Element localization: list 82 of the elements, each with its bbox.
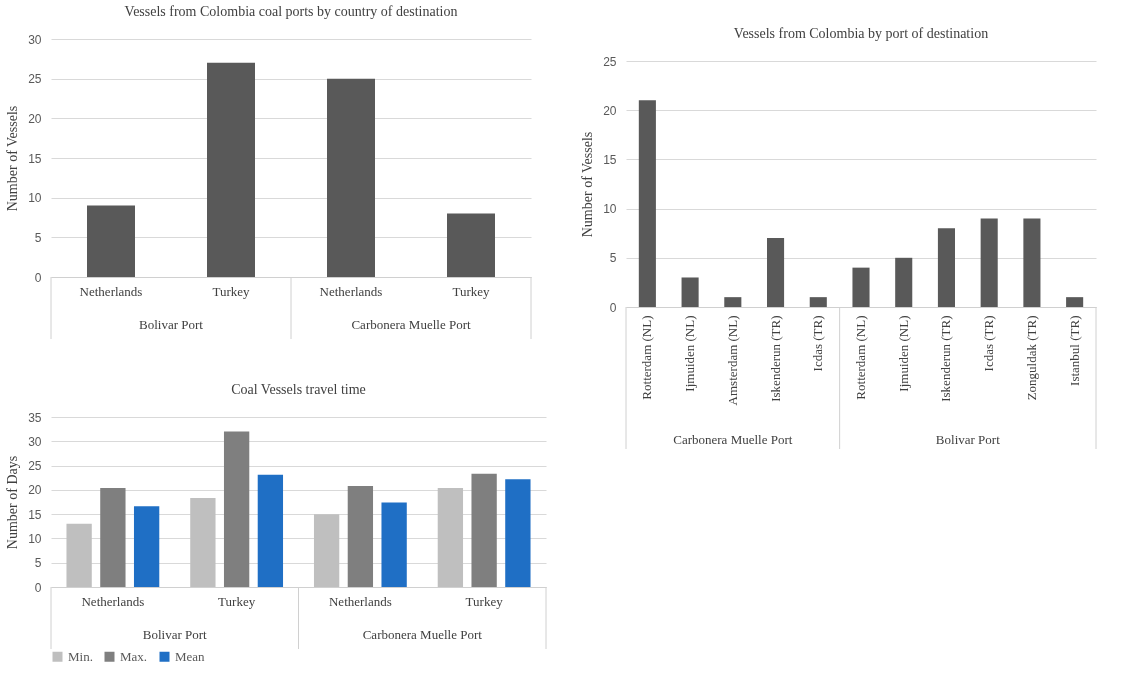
text: Bolivar Port	[935, 432, 1001, 447]
bar	[724, 297, 742, 307]
bar	[87, 205, 135, 277]
bar	[505, 479, 531, 587]
x-tick-label: Ijmuiden (NL)	[682, 315, 698, 392]
bar	[207, 62, 255, 277]
x-tick-label: Iskenderun (TR)	[938, 315, 954, 402]
x-tick-label: Rotterdam (NL)	[853, 315, 868, 400]
bar	[133, 506, 160, 587]
y-tick-label: 30	[28, 434, 42, 449]
x-tick-label: Iskenderun (TR)	[767, 315, 783, 402]
x-tick-label: Turkey	[212, 283, 251, 299]
bar	[767, 238, 785, 307]
bar	[437, 487, 464, 587]
bar	[852, 267, 870, 307]
y-axis-title: Number of Vessels	[5, 105, 21, 212]
y-axis-title: Number of Vessels	[580, 131, 596, 238]
bar	[638, 100, 656, 307]
legend-label: Max.	[120, 648, 148, 664]
bar	[895, 257, 913, 307]
x-tick-label: Netherlands	[81, 593, 145, 609]
bar	[937, 228, 955, 307]
y-tick-label: 15	[28, 507, 42, 522]
y-tick-label: 0	[34, 270, 42, 285]
y-tick-label: 35	[28, 410, 42, 425]
y-tick-label: 20	[28, 111, 42, 126]
x-tick-label: Ijmuiden (NL)	[895, 315, 911, 392]
text: Carbonera Muelle Port	[351, 317, 471, 332]
bar	[809, 297, 827, 307]
y-axis-title: Number of Days	[5, 455, 21, 550]
x-tick-label: Netherlands	[328, 593, 392, 609]
bar	[681, 277, 699, 307]
chart-title: Vessels from Colombia by port of destination	[733, 26, 989, 41]
bar	[447, 213, 495, 277]
y-tick-label: 25	[28, 459, 42, 474]
text: Carbonera Muelle Port	[673, 432, 793, 447]
bar	[347, 485, 374, 587]
y-tick-label: 5	[609, 251, 617, 266]
bar	[980, 218, 998, 307]
bar	[190, 498, 216, 587]
y-tick-label: 0	[609, 300, 617, 315]
y-tick-label: 0	[34, 580, 42, 595]
x-tick-label: Istanbul (TR)	[1066, 315, 1082, 386]
bar	[313, 514, 340, 587]
bar	[257, 474, 284, 587]
legend-label: Mean	[175, 648, 206, 664]
x-tick-label: Rotterdam (NL)	[639, 315, 655, 400]
bar	[100, 487, 126, 587]
y-tick-label: 5	[34, 556, 42, 571]
x-tick-label: Icdas (TR)	[981, 315, 997, 372]
y-tick-label: 15	[28, 151, 42, 166]
y-tick-label: 10	[28, 531, 42, 546]
x-tick-label: Icdas (TR)	[810, 315, 826, 372]
x-tick-label: Netherlands	[79, 283, 143, 299]
text: Bolivar Port	[142, 627, 208, 642]
y-tick-label: 20	[603, 103, 617, 118]
x-tick-label: Turkey	[465, 593, 504, 609]
bar	[471, 473, 497, 587]
bar	[381, 502, 407, 587]
y-tick-label: 5	[34, 230, 42, 245]
y-tick-label: 15	[603, 152, 617, 167]
x-tick-label: Turkey	[452, 283, 491, 299]
bar	[223, 431, 250, 587]
x-tick-label: Netherlands	[319, 283, 383, 299]
y-tick-label: 25	[603, 54, 617, 69]
chart-title: Coal Vessels travel time	[231, 382, 366, 397]
bar	[66, 523, 92, 587]
y-tick-label: 20	[28, 483, 42, 498]
x-tick-label: Turkey	[218, 593, 256, 609]
y-tick-label: 10	[28, 191, 42, 206]
y-tick-label: 10	[603, 202, 617, 217]
text: Bolivar Port	[139, 317, 204, 332]
chart-title: Vessels from Colombia coal ports by country of destination	[124, 4, 458, 19]
text: Carbonera Muelle Port	[362, 627, 483, 642]
legend-label: Min.	[68, 648, 93, 664]
y-tick-label: 30	[28, 32, 42, 47]
bar	[327, 78, 375, 277]
bar	[1023, 218, 1041, 307]
x-tick-label: Amsterdam (NL)	[724, 315, 740, 406]
bar	[1066, 297, 1084, 307]
x-tick-label: Zonguldak (TR)	[1023, 315, 1039, 401]
y-tick-label: 25	[28, 72, 42, 87]
